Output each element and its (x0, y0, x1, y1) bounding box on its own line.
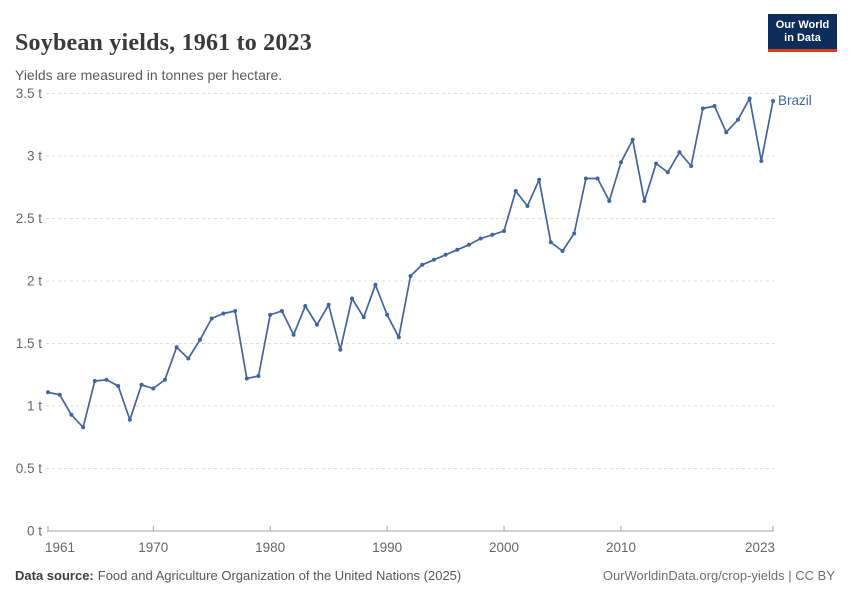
data-point[interactable] (151, 386, 156, 391)
data-point[interactable] (139, 382, 144, 387)
data-point[interactable] (279, 309, 284, 313)
data-point[interactable] (490, 232, 495, 237)
data-point[interactable] (104, 377, 109, 382)
data-point[interactable] (455, 247, 460, 252)
data-point[interactable] (431, 257, 436, 262)
data-point[interactable] (57, 392, 62, 397)
data-point[interactable] (735, 117, 740, 122)
data-point[interactable] (560, 249, 565, 253)
data-point[interactable] (361, 315, 366, 320)
data-point[interactable] (326, 302, 331, 307)
data-point[interactable] (513, 189, 518, 193)
owid-logo[interactable]: Our World in Data (768, 14, 837, 52)
data-point[interactable] (583, 176, 588, 181)
x-tick-label: 1980 (255, 540, 285, 555)
data-point[interactable] (466, 242, 471, 247)
credit-link[interactable]: OurWorldinData.org/crop-yields | CC BY (602, 568, 835, 583)
y-tick-label: 3 t (27, 149, 42, 164)
data-point[interactable] (186, 356, 191, 361)
data-point[interactable] (303, 304, 308, 308)
data-point[interactable] (724, 130, 729, 135)
data-point[interactable] (689, 164, 694, 168)
data-point[interactable] (81, 425, 86, 430)
y-tick-label: 3.5 t (16, 86, 43, 101)
data-point[interactable] (350, 296, 355, 301)
data-point[interactable] (537, 177, 542, 182)
y-tick-label: 0.5 t (16, 461, 43, 476)
y-tick-label: 1 t (27, 399, 42, 414)
data-point[interactable] (420, 262, 425, 267)
data-source-note: Data source: Food and Agriculture Organiz… (15, 568, 461, 583)
data-point[interactable] (373, 282, 378, 287)
owid-logo-line2: in Data (784, 31, 821, 44)
data-point[interactable] (396, 335, 401, 340)
x-tick-label: 1990 (372, 540, 402, 555)
x-tick-label: 2023 (745, 540, 775, 555)
x-tick-label: 2010 (606, 540, 636, 555)
data-point[interactable] (443, 252, 448, 257)
data-source-label: Data source: (15, 568, 94, 583)
data-point[interactable] (712, 104, 717, 108)
data-point[interactable] (595, 176, 600, 181)
data-point[interactable] (127, 417, 132, 422)
data-point[interactable] (244, 376, 249, 381)
data-point[interactable] (162, 377, 167, 382)
y-tick-label: 2 t (27, 274, 42, 289)
data-point[interactable] (747, 96, 752, 101)
data-point[interactable] (46, 390, 50, 395)
data-point[interactable] (642, 199, 647, 203)
x-tick-label: 2000 (489, 540, 519, 555)
chart-footer: Data source: Food and Agriculture Organiz… (15, 568, 835, 583)
data-point[interactable] (502, 229, 507, 233)
data-point[interactable] (525, 204, 530, 208)
data-point[interactable] (771, 99, 775, 103)
data-point[interactable] (572, 231, 577, 236)
data-point[interactable] (256, 374, 261, 378)
data-point[interactable] (607, 199, 612, 203)
data-point[interactable] (630, 137, 635, 142)
page-title: Soybean yields, 1961 to 2023 (15, 30, 312, 57)
data-point[interactable] (677, 150, 682, 155)
y-tick-label: 1.5 t (16, 336, 43, 351)
data-point[interactable] (478, 236, 483, 241)
data-point[interactable] (314, 322, 319, 327)
data-point[interactable] (291, 332, 296, 337)
owid-logo-line1: Our World (775, 18, 830, 31)
data-point[interactable] (759, 159, 764, 163)
x-tick-label: 1970 (138, 540, 168, 555)
data-point[interactable] (198, 337, 203, 342)
data-point[interactable] (654, 161, 659, 166)
data-point[interactable] (233, 309, 238, 313)
data-line-brazil[interactable] (47, 97, 774, 429)
x-tick-label: 1961 (45, 540, 75, 555)
data-source-text: Food and Agriculture Organization of the… (97, 568, 462, 583)
page-subtitle: Yields are measured in tonnes per hectar… (15, 67, 283, 83)
data-point[interactable] (618, 160, 623, 165)
data-point[interactable] (338, 347, 343, 352)
data-point[interactable] (408, 274, 413, 278)
data-point[interactable] (700, 106, 705, 111)
data-point[interactable] (548, 240, 553, 245)
series-end-label: Brazil (778, 93, 812, 108)
data-point[interactable] (268, 312, 273, 317)
y-tick-label: 2.5 t (16, 211, 43, 226)
data-point[interactable] (385, 312, 390, 317)
data-point[interactable] (69, 412, 74, 417)
data-point[interactable] (92, 379, 97, 383)
data-point[interactable] (665, 170, 670, 175)
data-point[interactable] (116, 384, 121, 388)
owid-logo-text: Our World in Data (776, 19, 830, 45)
data-point[interactable] (174, 345, 179, 350)
data-point[interactable] (221, 311, 226, 316)
y-tick-label: 0 t (27, 524, 42, 539)
data-point[interactable] (209, 316, 214, 321)
